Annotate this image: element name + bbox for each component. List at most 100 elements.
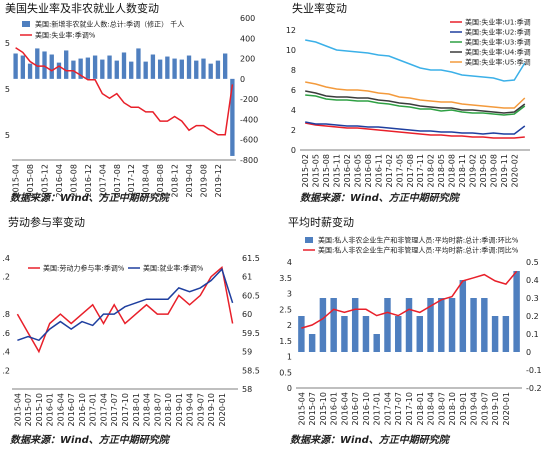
- line-series: [305, 90, 526, 114]
- x-tick-label: 2018-07: [153, 393, 162, 426]
- x-tick-label: 2017-10: [405, 392, 414, 425]
- legend-label: 美国:失业率:U5:季调: [465, 58, 531, 67]
- chart-title: 劳动参与率变动: [8, 215, 85, 229]
- x-tick-label: 2015-07: [24, 393, 33, 426]
- bar: [341, 316, 348, 352]
- x-tick-label: 2019-01: [175, 393, 184, 426]
- x-tick-label: 2018-04: [143, 393, 152, 426]
- bar: [362, 316, 370, 352]
- line-series: [305, 94, 526, 116]
- y-tick-label: 0.4: [526, 276, 539, 285]
- x-tick-label: 2019-01: [459, 392, 468, 425]
- x-tick-label: 2019-07: [196, 393, 205, 426]
- x-tick-label: 2020-02: [510, 154, 519, 187]
- x-tick-label: 2016-07: [351, 392, 360, 425]
- x-tick-label: 2019-12: [214, 164, 223, 197]
- bar: [107, 55, 112, 79]
- bar: [319, 298, 327, 352]
- y-tick-label: 60.5: [242, 291, 260, 300]
- x-tick-label: 2016-02: [343, 154, 352, 187]
- x-tick-label: 2017-07: [394, 392, 403, 425]
- bar: [165, 56, 170, 79]
- bar: [230, 78, 235, 156]
- x-tick-label: 2017-10: [121, 393, 130, 426]
- line-series: [305, 122, 525, 139]
- y-tick-label: 61.5: [242, 254, 260, 263]
- y-tick-label: 58: [242, 385, 252, 394]
- bar: [114, 60, 119, 79]
- bar: [481, 298, 488, 352]
- y-tick-label: -400: [240, 115, 258, 124]
- y-tick-label: 5: [5, 39, 10, 48]
- bar: [298, 316, 305, 352]
- bar: [100, 59, 105, 79]
- x-tick-label: 2016-04: [340, 392, 349, 425]
- source-note: 数据来源：Wind、方正中期研究院: [10, 434, 171, 446]
- y-tick-label: -0.2: [526, 384, 542, 393]
- x-tick-label: 2019-04: [470, 392, 479, 425]
- y-tick-label: 600: [240, 14, 255, 23]
- x-tick-label: 2017-08: [406, 154, 415, 187]
- bar: [459, 280, 467, 352]
- bar: [157, 59, 163, 79]
- x-tick-label: 2015-08: [26, 164, 35, 197]
- x-tick-label: 2017-01: [373, 392, 382, 425]
- bar: [92, 55, 98, 79]
- legend-label: 美国:失业率:季调%: [35, 31, 96, 40]
- x-tick-label: 2016-10: [362, 392, 371, 425]
- y-tick-label: -200: [240, 95, 258, 104]
- y-tick-label: 0: [287, 384, 292, 393]
- bar: [215, 60, 221, 79]
- bar: [85, 57, 91, 79]
- y-tick-label: .2: [2, 366, 10, 375]
- y-tick-label: 58.5: [242, 366, 260, 375]
- x-tick-label: 2019-04: [186, 393, 195, 426]
- legend-label: 美国:私人非农企业生产和非管理人员:平均时薪:总计:季调:同比%: [318, 246, 519, 255]
- y-tick-label: 59: [242, 348, 252, 357]
- bar: [416, 316, 423, 352]
- x-tick-label: 2018-04: [142, 164, 151, 197]
- y-tick-label: 3: [287, 290, 292, 299]
- x-tick-label: 2020-01: [502, 392, 511, 425]
- x-tick-label: 2018-07: [437, 392, 446, 425]
- chart-title: 失业率变动: [292, 1, 347, 15]
- legend-label: 美国:劳动力参与率:季调%: [43, 264, 125, 273]
- y-tick-label: 2: [287, 321, 292, 330]
- x-tick-label: 2016-08: [364, 154, 373, 187]
- x-tick-label: 2015-04: [297, 392, 306, 425]
- y-tick-label: -0.1: [526, 366, 542, 375]
- x-tick-label: 2018-04: [427, 392, 436, 425]
- source-note: 数据来源：Wind、方正中期研究院: [300, 192, 461, 204]
- x-tick-label: 2018-10: [164, 393, 173, 426]
- y-tick-label: 0.1: [526, 330, 539, 339]
- bar: [470, 298, 477, 352]
- x-tick-label: 2017-07: [110, 393, 119, 426]
- x-tick-label: 2016-01: [46, 393, 55, 426]
- x-tick-label: 2015-12: [41, 164, 50, 197]
- x-tick-label: 2016-08: [69, 164, 78, 197]
- bar: [502, 316, 510, 352]
- bar: [121, 52, 127, 79]
- source-note: 数据来源：Wind、方正中期研究院: [290, 434, 451, 446]
- bar: [78, 58, 83, 79]
- x-tick-label: 2017-11: [416, 154, 425, 187]
- x-tick-label: 2017-01: [89, 393, 98, 426]
- legend-swatch: [305, 237, 313, 243]
- y-tick-label: .4: [2, 254, 10, 263]
- line-series: [305, 39, 526, 82]
- chart-title: 平均时薪变动: [288, 215, 354, 229]
- x-tick-label: 2016-01: [330, 392, 339, 425]
- x-tick-label: 2019-10: [207, 393, 216, 426]
- x-tick-label: 2016-05: [354, 154, 363, 187]
- x-tick-label: 2019-05: [479, 154, 488, 187]
- bar: [384, 298, 391, 352]
- x-tick-label: 2019-04: [185, 164, 194, 197]
- bar: [208, 63, 213, 79]
- x-tick-label: 2015-04: [13, 393, 22, 426]
- line-series: [301, 270, 518, 329]
- bar: [491, 316, 499, 352]
- x-tick-label: 2018-08: [448, 154, 457, 187]
- y-tick-label: 61: [242, 273, 252, 282]
- y-tick-label: 2.5: [279, 305, 292, 314]
- x-tick-label: 2017-08: [113, 164, 122, 197]
